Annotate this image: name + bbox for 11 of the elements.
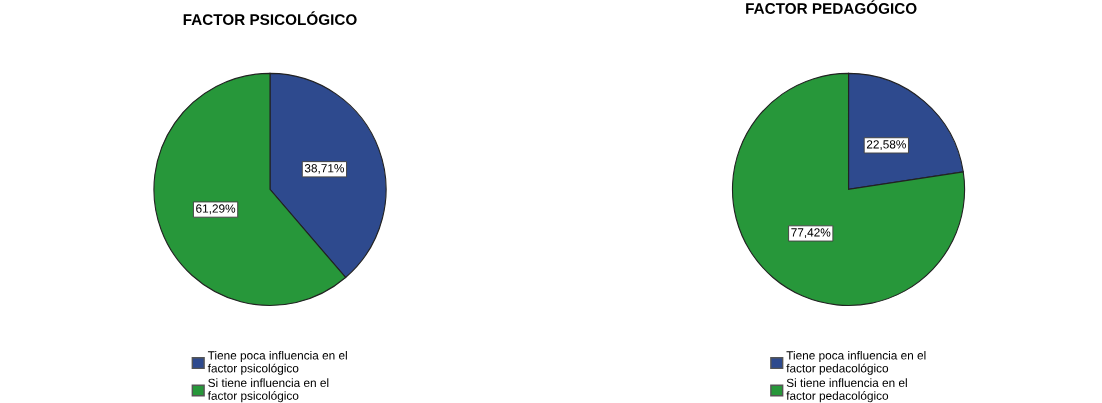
data-label: 38,71% — [304, 164, 345, 174]
chart-title: FACTOR PEDAGÓGICO — [746, 0, 917, 14]
data-label: 22,58% — [866, 140, 906, 150]
data-label: 61,29% — [196, 204, 236, 215]
legend-label: Tiene poca influencia en el factor psicológico — [207, 350, 347, 375]
data-label: 77,42% — [791, 228, 831, 239]
chart-title: FACTOR PSICOLÓGICO — [183, 11, 357, 26]
legend-label: Tiene poca influencia en el factor pedacológico — [786, 350, 926, 375]
pie-slice — [731, 72, 966, 307]
legend-label: Si tiene influencia en el factor psicológico — [207, 378, 329, 403]
legend-label: Si tiene influencia en el factor pedacológico — [786, 378, 907, 403]
